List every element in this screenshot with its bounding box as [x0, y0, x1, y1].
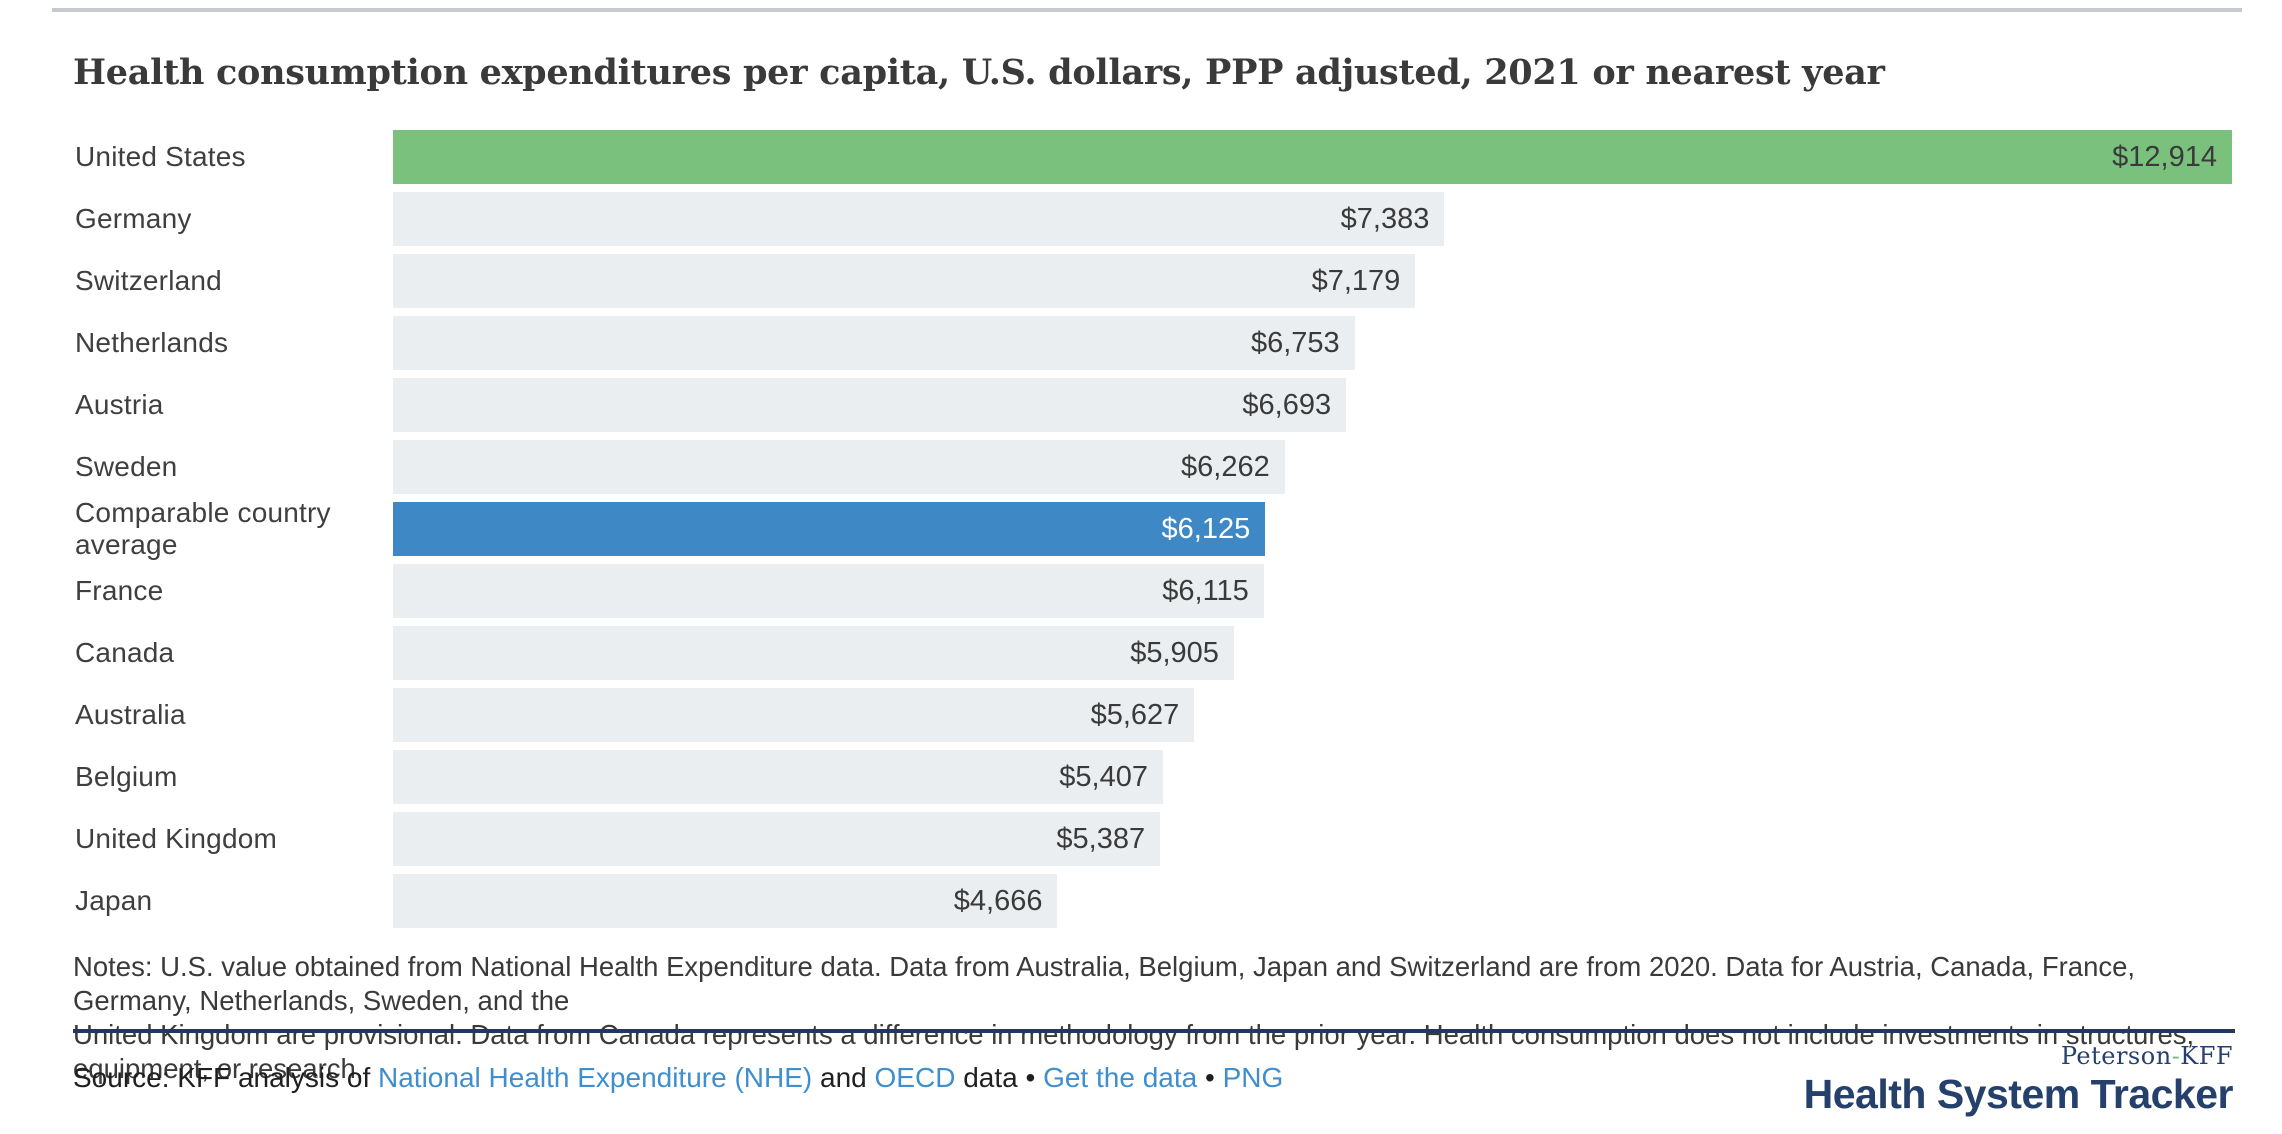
- bar-track: $6,262: [393, 440, 2232, 494]
- bar-row: Netherlands $6,753: [75, 316, 2232, 370]
- bar-row: Canada $5,905: [75, 626, 2232, 680]
- bar-row: Switzerland $7,179: [75, 254, 2232, 308]
- bullet-separator: •: [1197, 1062, 1223, 1093]
- footer-divider: [73, 1029, 2235, 1033]
- bar-value-label: $12,914: [2112, 141, 2217, 173]
- bar-row: Japan $4,666: [75, 874, 2232, 928]
- bar-value-label: $5,905: [1130, 637, 1219, 669]
- category-label: Comparable country average: [75, 497, 331, 560]
- bar-chart: United States $12,914 Germany $7,383 Switzer…: [75, 130, 2232, 936]
- bar-row: Austria $6,693: [75, 378, 2232, 432]
- bar: $5,627: [393, 688, 1195, 742]
- bar: $6,125: [393, 502, 1266, 556]
- top-divider: [52, 8, 2242, 12]
- bar-value-label: $6,753: [1250, 327, 1340, 359]
- category-label: Netherlands: [75, 327, 229, 358]
- nhe-link[interactable]: National Health Expenditure (NHE): [378, 1062, 813, 1093]
- bar-value-label: $5,627: [1090, 699, 1180, 731]
- bar-track: $5,627: [393, 688, 2232, 742]
- peterson-kff-wordmark: Peterson-KFF: [1804, 1044, 2233, 1068]
- bar-track: $6,693: [393, 378, 2232, 432]
- bar-track: $5,407: [393, 750, 2232, 804]
- bar-row: France $6,115: [75, 564, 2232, 618]
- bar-value-label: $6,693: [1242, 389, 1332, 421]
- category-label: Australia: [75, 699, 186, 730]
- bar: $12,914: [393, 130, 2232, 184]
- bar-track: $4,666: [393, 874, 2232, 928]
- bar-row: United Kingdom $5,387: [75, 812, 2232, 866]
- bar-row: Comparable country average $6,125: [75, 497, 2232, 560]
- bar: $6,693: [393, 378, 1347, 432]
- health-system-tracker-wordmark: Health System Tracker: [1803, 1071, 2234, 1117]
- category-label: United States: [75, 141, 246, 172]
- notes-line-1: Notes: U.S. value obtained from National…: [73, 951, 2136, 1016]
- bar-value-label: $6,262: [1181, 451, 1270, 483]
- kff-text: KFF: [2180, 1042, 2233, 1070]
- bar-track: $6,115: [393, 564, 2232, 618]
- category-label: Sweden: [75, 451, 178, 482]
- bar-row: Australia $5,627: [75, 688, 2232, 742]
- bar: $5,387: [393, 812, 1161, 866]
- category-label: Germany: [75, 203, 192, 234]
- bar-track: $12,914: [393, 130, 2232, 184]
- oecd-link[interactable]: OECD: [874, 1062, 956, 1093]
- bar: $6,262: [393, 440, 1285, 494]
- category-label: France: [75, 575, 164, 606]
- category-label: Austria: [75, 389, 164, 420]
- bar: $6,753: [393, 316, 1355, 370]
- bar-value-label: $7,179: [1311, 265, 1401, 297]
- bar-track: $7,383: [393, 192, 2232, 246]
- notes-line-2: United Kingdom are provisional. Data fro…: [73, 1019, 2195, 1084]
- bar: $7,179: [393, 254, 1416, 308]
- bar-row: Germany $7,383: [75, 192, 2232, 246]
- peterson-kff-health-system-tracker-logo: Peterson-KFF Health System Tracker: [1803, 1044, 2234, 1117]
- bar-value-label: $4,666: [953, 885, 1043, 917]
- category-label: Switzerland: [75, 265, 222, 296]
- and-text: and: [812, 1062, 875, 1093]
- bar-row: Belgium $5,407: [75, 750, 2232, 804]
- png-link[interactable]: PNG: [1222, 1062, 1284, 1093]
- bar-value-label: $6,125: [1161, 513, 1251, 545]
- bar: $6,115: [393, 564, 1264, 618]
- bar: $4,666: [393, 874, 1058, 928]
- bar-track: $5,387: [393, 812, 2232, 866]
- bar-track: $7,179: [393, 254, 2232, 308]
- bar: $5,407: [393, 750, 1163, 804]
- bar-track: $5,905: [393, 626, 2232, 680]
- bar: $5,905: [393, 626, 1234, 680]
- source-line: Source: KFF analysis of National Health …: [73, 1062, 1283, 1094]
- bar-row: United States $12,914: [75, 130, 2232, 184]
- bar-track: $6,753: [393, 316, 2232, 370]
- bar-value-label: $5,407: [1059, 761, 1148, 793]
- bullet-separator: •: [1025, 1062, 1044, 1093]
- logo-hyphen: -: [2171, 1042, 2181, 1070]
- bar-value-label: $7,383: [1340, 203, 1430, 235]
- peterson-text: Peterson: [2060, 1042, 2172, 1070]
- category-label: United Kingdom: [75, 823, 278, 854]
- get-the-data-link[interactable]: Get the data: [1043, 1062, 1198, 1093]
- bar-value-label: $5,387: [1056, 823, 1146, 855]
- category-label: Canada: [75, 637, 175, 668]
- data-text: data: [955, 1062, 1026, 1093]
- category-label: Japan: [75, 885, 153, 916]
- bar-row: Sweden $6,262: [75, 440, 2232, 494]
- source-prefix-text: Source: KFF analysis of: [73, 1062, 379, 1093]
- bar-value-label: $6,115: [1162, 575, 1249, 607]
- chart-title: Health consumption expenditures per capi…: [73, 52, 1885, 93]
- bar: $7,383: [393, 192, 1445, 246]
- chart-notes: Notes: U.S. value obtained from National…: [73, 950, 2237, 1086]
- bar-track: $6,125: [393, 502, 2232, 556]
- category-label: Belgium: [75, 761, 178, 792]
